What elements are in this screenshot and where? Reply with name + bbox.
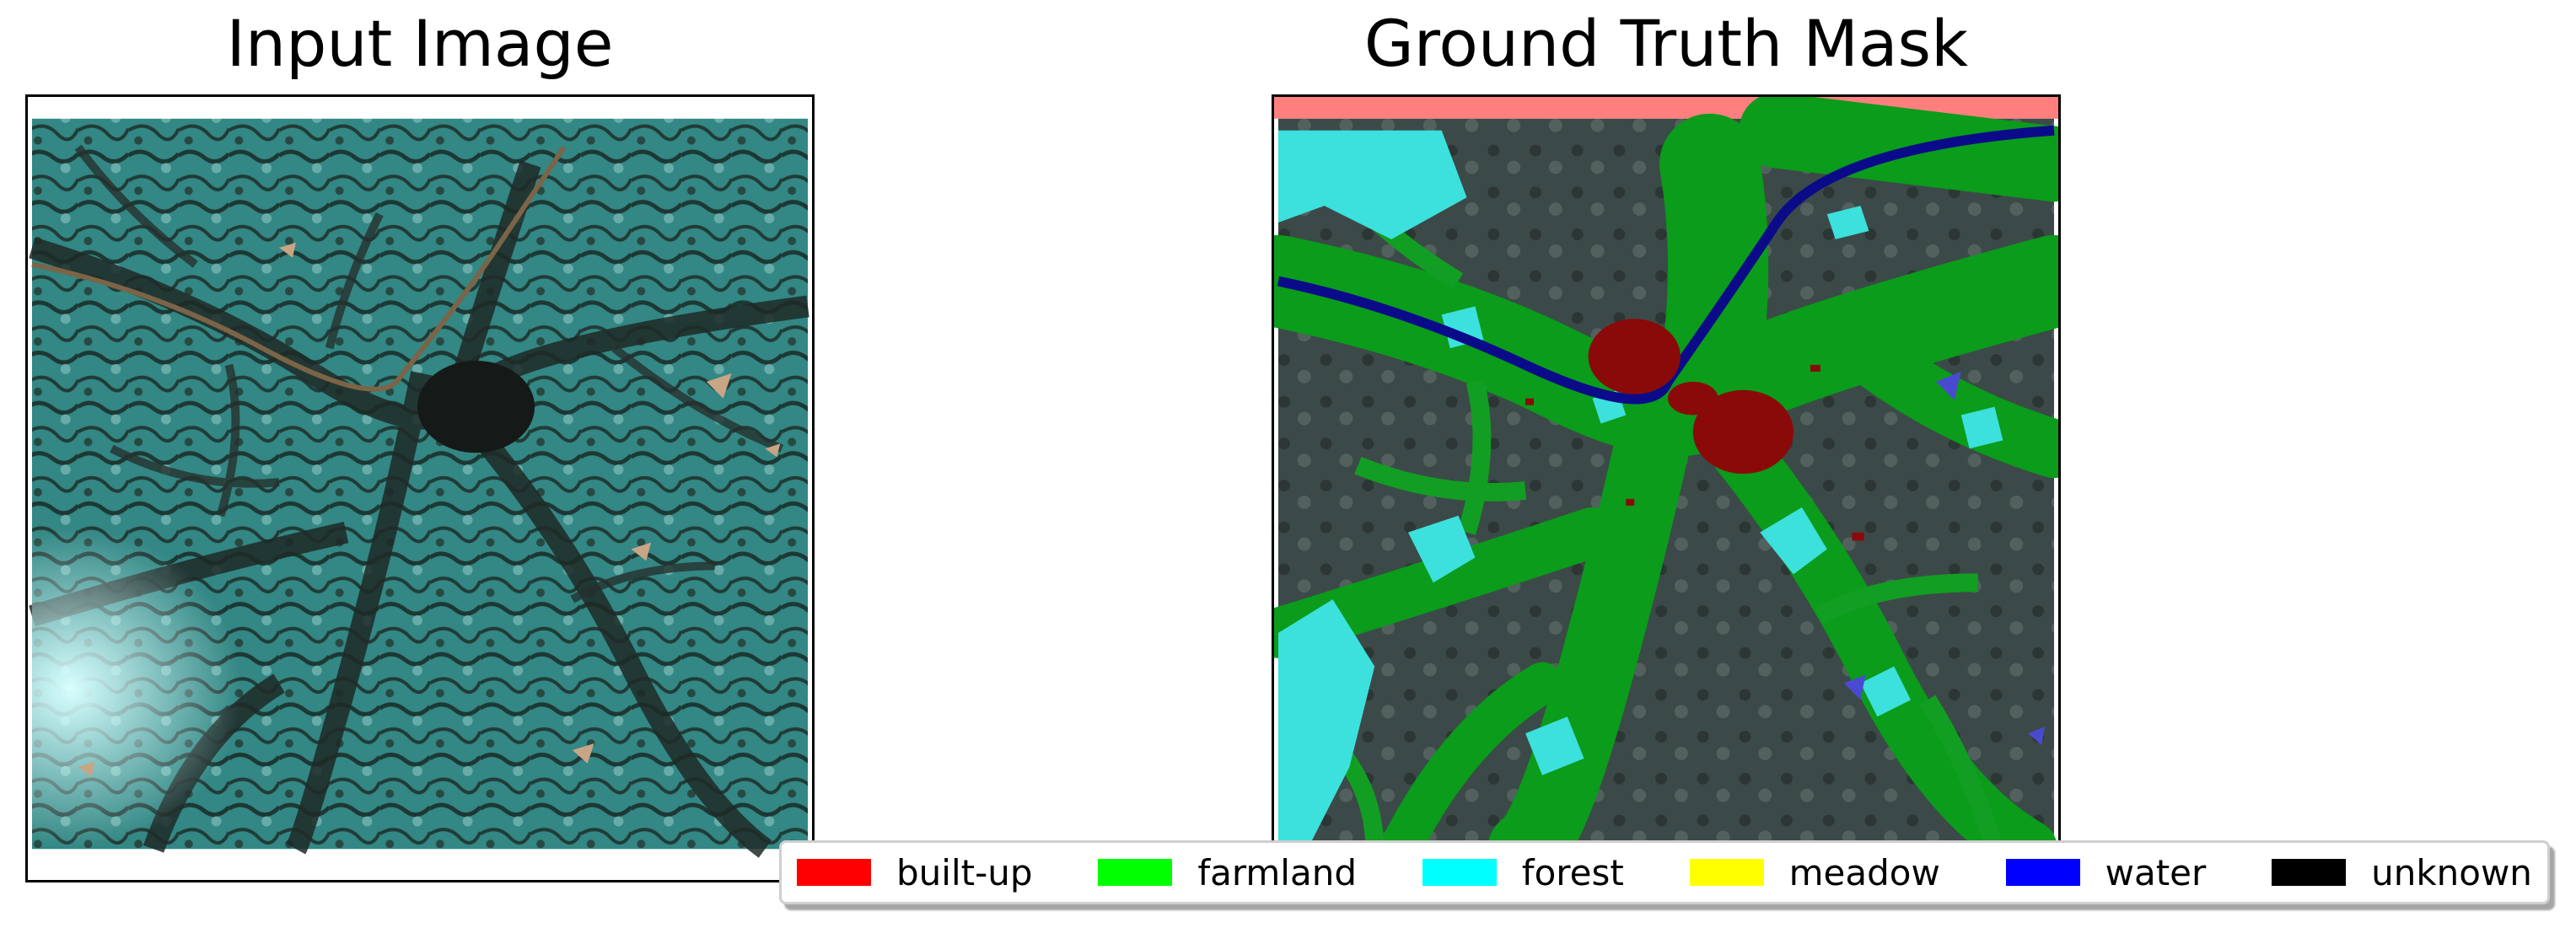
legend-item-unknown: unknown	[2272, 852, 2532, 893]
legend-swatch-forest	[1422, 859, 1497, 886]
ground-truth-mask-title: Ground Truth Mask	[1363, 6, 1969, 81]
input-image-title: Input Image	[226, 6, 614, 81]
legend-label-farmland: farmland	[1197, 851, 1357, 893]
ground-truth-mask-image	[1274, 97, 2058, 880]
legend-swatch-built-up	[797, 859, 871, 886]
legend-swatch-farmland	[1098, 859, 1173, 886]
input-image-panel	[25, 94, 815, 882]
legend-item-built-up: built-up	[797, 852, 1033, 893]
legend-label-forest: forest	[1521, 851, 1624, 893]
legend-label-water: water	[2105, 851, 2207, 893]
legend-item-forest: forest	[1422, 852, 1624, 893]
legend-label-meadow: meadow	[1788, 851, 1940, 893]
legend-item-meadow: meadow	[1689, 851, 1940, 893]
input-satellite-image	[29, 118, 809, 858]
legend-swatch-water	[2005, 859, 2080, 886]
ground-truth-mask-panel	[1272, 94, 2061, 882]
legend-label-unknown: unknown	[2371, 851, 2532, 893]
legend-item-water: water	[2005, 851, 2207, 893]
legend-swatch-unknown	[2272, 859, 2347, 886]
legend-swatch-meadow	[1689, 859, 1764, 886]
legend-label-built-up: built-up	[896, 851, 1033, 893]
legend: built-up farmland forest meadow water un…	[779, 840, 2550, 904]
legend-item-farmland: farmland	[1098, 852, 1357, 893]
